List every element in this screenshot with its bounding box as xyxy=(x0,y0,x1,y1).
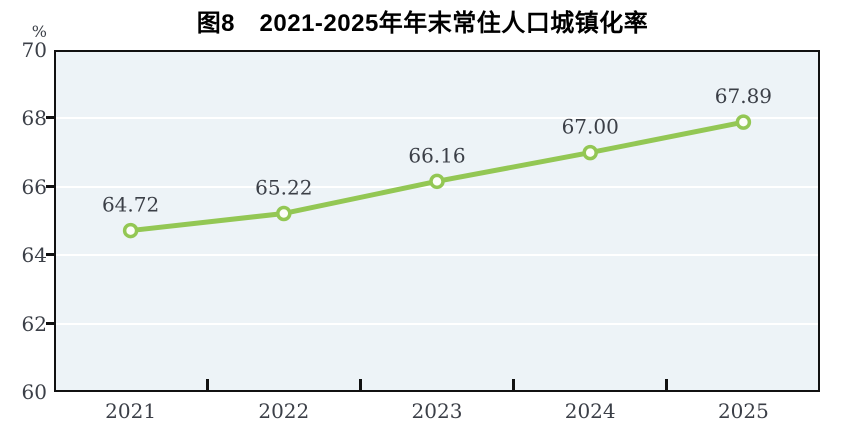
chart-title: 图8 2021-2025年年末常住人口城镇化率 xyxy=(196,10,649,37)
plot-area xyxy=(54,50,820,392)
y-tick-label-68: 68 xyxy=(21,106,47,131)
x-tick-mark-2 xyxy=(358,379,362,390)
y-tick-label-64: 64 xyxy=(21,243,47,268)
gridline-66 xyxy=(56,185,818,188)
y-tick-label-62: 62 xyxy=(21,311,47,336)
y-axis-unit-label: % xyxy=(31,22,47,41)
x-tick-label-2023: 2023 xyxy=(411,399,463,423)
y-tick-mark-66 xyxy=(46,184,54,188)
y-tick-label-70: 70 xyxy=(21,38,47,62)
x-tick-mark-4 xyxy=(665,379,669,390)
x-tick-label-2024: 2024 xyxy=(564,399,616,423)
x-tick-mark-1 xyxy=(205,379,209,390)
y-tick-label-66: 66 xyxy=(21,174,47,199)
y-tick-mark-62 xyxy=(46,321,54,325)
x-tick-label-2022: 2022 xyxy=(258,399,310,423)
x-tick-mark-3 xyxy=(512,379,516,390)
x-tick-label-2025: 2025 xyxy=(717,399,769,423)
gridline-64 xyxy=(56,254,818,257)
y-tick-mark-68 xyxy=(46,116,54,120)
y-tick-label-60: 60 xyxy=(21,380,47,404)
gridline-62 xyxy=(56,322,818,325)
x-tick-label-2021: 2021 xyxy=(105,399,157,423)
y-tick-mark-64 xyxy=(46,253,54,257)
gridline-68 xyxy=(56,117,818,120)
